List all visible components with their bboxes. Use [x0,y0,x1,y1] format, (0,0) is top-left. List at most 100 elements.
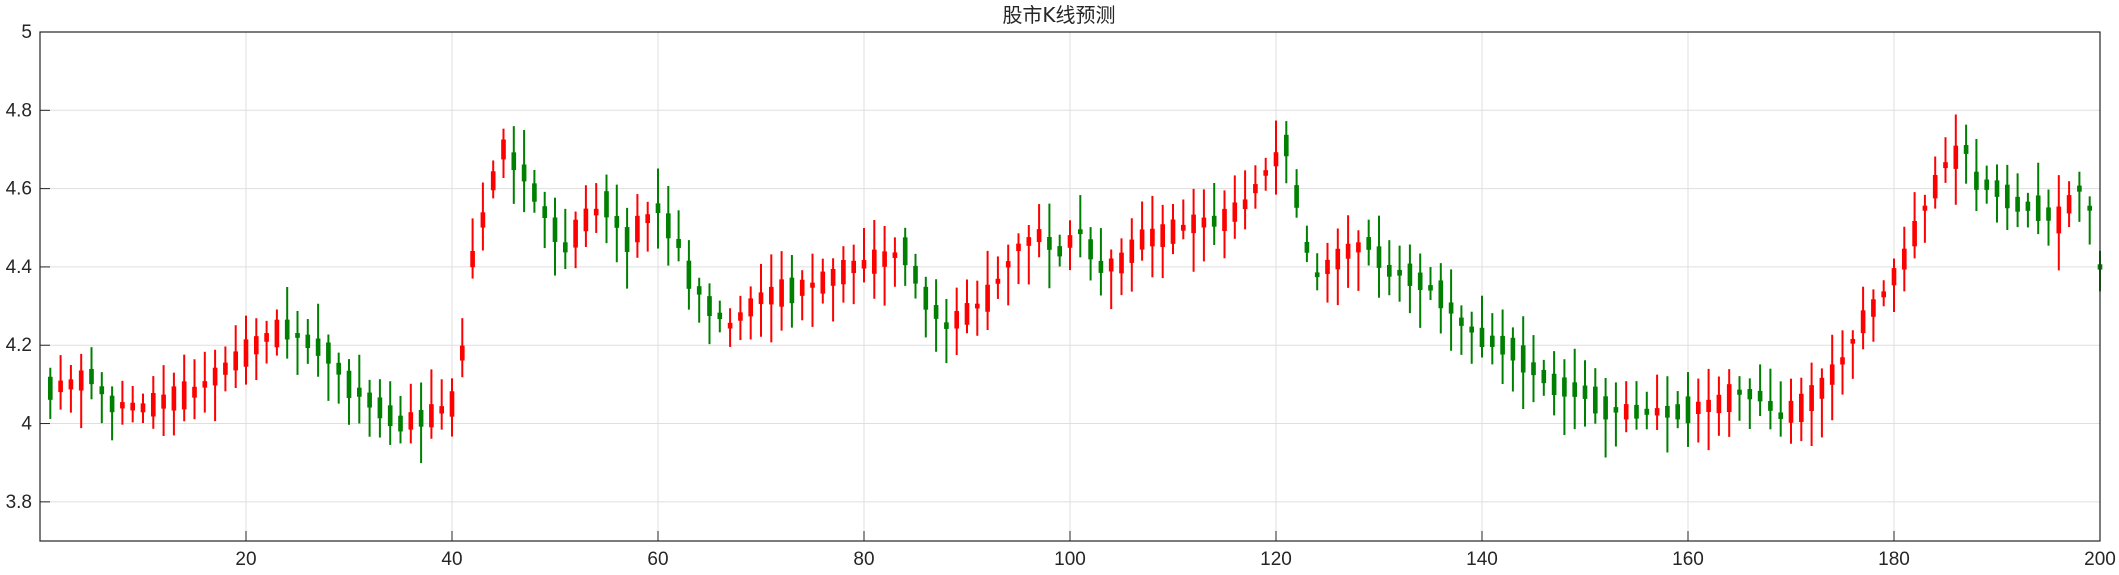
candle [1335,228,1341,306]
candle-body [1077,229,1083,235]
candle-body [1747,389,1753,400]
candle-body [1345,243,1351,259]
candle-body [820,271,826,294]
axes: 20 40 60 80 100 120 140 160 180 200 3.8 4 4.2 4.4 4.6 4… [6,22,2116,570]
candle-body [985,284,990,312]
candle [1191,188,1196,272]
candle [645,201,651,252]
candle-body [58,380,63,393]
candle [356,354,362,424]
candle [1994,164,2000,223]
candle-body [882,251,887,267]
candle-body [1438,280,1444,309]
candle-body [109,395,115,413]
candle [738,295,743,341]
y-tick-label: 4.2 [6,335,32,356]
candle [882,226,887,306]
candle-body [192,386,197,398]
candle [944,298,949,364]
candle [799,270,805,321]
candle-body [1634,404,1639,419]
candle [1098,228,1104,296]
candle-body [377,397,383,419]
candle-body [439,406,445,414]
candle-body [1335,248,1341,270]
candle [1881,280,1887,307]
candle-body [686,260,692,289]
candle-body [1871,299,1876,317]
candle [1634,381,1639,430]
candle [243,315,249,385]
candle-body [171,386,177,411]
candle [449,378,455,437]
candle [1695,378,1701,443]
candle [1726,369,1732,437]
candle [377,379,383,438]
candle-body [1974,171,1979,190]
candle-body [593,208,599,216]
candle-body [212,367,218,386]
candle [820,258,826,304]
candle-body [789,277,795,304]
candle [1562,359,1567,436]
candle [2004,164,2010,230]
candle [181,354,187,422]
x-tick-label: 200 [2084,549,2116,570]
candle-body [1685,396,1691,424]
candle [995,256,1001,299]
candle [1922,194,1928,243]
candle [490,160,496,199]
candle [1912,192,1917,259]
candle [439,379,445,430]
candle [1428,267,1433,301]
candle [2077,171,2082,222]
candle [1860,286,1866,350]
candle [676,210,681,262]
candle [1273,120,1279,195]
candle-body [655,203,661,214]
candle-body [1325,259,1330,274]
candle-body [1860,310,1866,334]
candle-body [1912,220,1917,247]
candle-body [902,237,908,266]
candle-body [1129,239,1135,263]
candle-body [1603,396,1608,420]
candle [2046,189,2051,246]
candle [1901,226,1907,292]
candle-body [99,386,105,395]
candle-body [511,152,517,171]
candle-body [1675,404,1681,420]
candle [1974,139,1979,212]
candle [1366,219,1372,266]
candle-body [1510,337,1516,361]
candle [1469,311,1475,364]
candle [1510,327,1516,392]
candle [89,347,94,400]
x-tick-label: 80 [853,549,874,570]
candle [1798,377,1804,442]
candle [284,287,290,359]
candle-body [326,342,331,364]
candle-body [1726,384,1732,413]
candle-body [470,250,475,268]
candle [408,383,414,444]
candle-body [264,333,269,342]
candle-body [1448,302,1454,314]
candle-body [1150,228,1155,247]
candle [614,184,620,263]
candle-body [768,286,774,305]
candle [985,250,990,330]
candle-body [604,191,609,218]
candle-body [2015,196,2020,212]
candle [1139,201,1145,261]
candle [1150,195,1155,278]
candle [871,220,877,299]
candle-body [336,362,342,375]
candle [78,353,84,429]
candle [861,228,867,283]
candle [2066,181,2072,228]
candle [1541,359,1547,396]
grid-lines [40,31,2101,541]
